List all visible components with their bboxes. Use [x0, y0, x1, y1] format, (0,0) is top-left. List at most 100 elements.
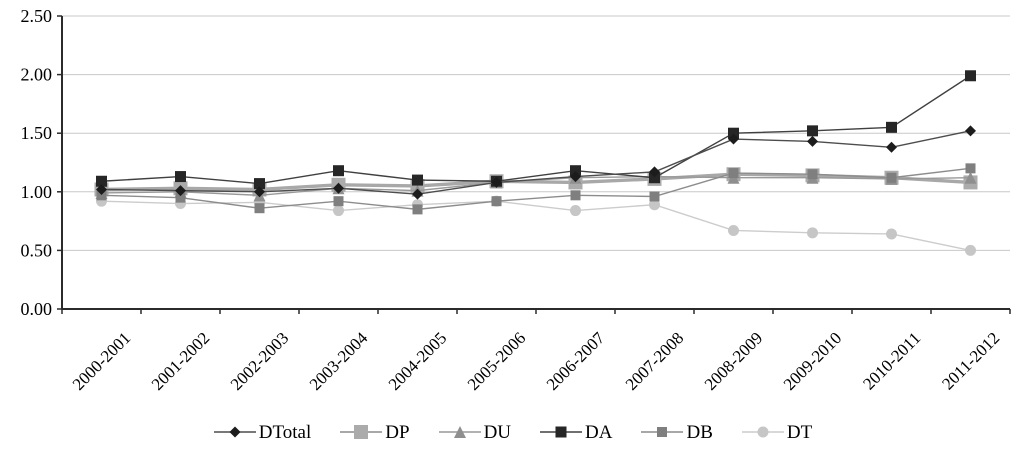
- series-marker-DA: [965, 70, 976, 82]
- series-marker-DTotal: [175, 185, 186, 197]
- x-tick-label: 2011-2012: [938, 328, 1003, 393]
- series-marker-DT: [886, 228, 897, 240]
- series-marker-DB: [254, 203, 265, 214]
- series-marker-DTotal: [254, 186, 265, 198]
- y-tick-label: 1.50: [21, 123, 53, 143]
- legend-key-circle-icon: [741, 426, 784, 438]
- series-marker-DA: [333, 165, 344, 177]
- legend-item-DB: DB: [639, 421, 713, 443]
- data-series: [94, 70, 978, 256]
- series-marker-DTotal: [570, 171, 581, 183]
- series-marker-DA: [96, 175, 107, 187]
- x-tick-label: 2007-2008: [622, 328, 688, 394]
- legend-label-DP: DP: [385, 421, 410, 443]
- legend-marker: [657, 427, 668, 437]
- series-line-DA: [101, 75, 971, 185]
- series-marker-DT: [728, 224, 739, 236]
- legend-marker: [555, 426, 567, 438]
- x-tick-label: 2000-2001: [69, 328, 135, 394]
- series-line-DT: [101, 200, 971, 252]
- series-DB: [96, 163, 976, 215]
- x-tick-label: 2001-2002: [148, 328, 214, 394]
- x-tick-label: 2008-2009: [701, 328, 767, 394]
- series-marker-DTotal: [728, 133, 739, 145]
- series-marker-DA: [728, 127, 739, 139]
- legend-label-DT: DT: [786, 421, 813, 443]
- series-marker-DB: [175, 192, 186, 203]
- legend-marker: [354, 425, 369, 439]
- x-tick-label: 2006-2007: [543, 328, 609, 394]
- y-tick-label: 2.00: [21, 65, 53, 85]
- series-marker-DB: [96, 190, 107, 201]
- chart-legend: DTotal DP DU DA DB DT: [0, 417, 1024, 447]
- legend-label-DA: DA: [585, 421, 613, 443]
- series-marker-DT: [570, 205, 581, 217]
- series-marker-DTotal: [965, 125, 976, 137]
- series-marker-DB: [491, 196, 502, 207]
- series-DA: [96, 70, 976, 190]
- legend-key-square-icon: [540, 426, 583, 438]
- legend-marker: [229, 426, 241, 438]
- legend-label-DTotal: DTotal: [258, 421, 312, 443]
- series-marker-DA: [807, 125, 818, 137]
- series-marker-DB: [412, 204, 423, 215]
- series-marker-DT: [333, 205, 344, 217]
- legend-key-diamond-icon: [213, 426, 256, 438]
- series-marker-DA: [175, 171, 186, 183]
- legend-item-DU: DU: [437, 423, 511, 442]
- series-marker-DA: [649, 172, 660, 184]
- legend-marker: [453, 426, 466, 438]
- series-marker-DA: [412, 174, 423, 186]
- legend-item-DP: DP: [338, 421, 410, 443]
- series-marker-DTotal: [333, 182, 344, 194]
- legend-item-DA: DA: [538, 423, 612, 442]
- gridlines: [62, 15, 1010, 251]
- series-marker-DB: [728, 168, 739, 179]
- y-tick-label: 0.00: [21, 299, 53, 319]
- x-tick-label: 2004-2005: [385, 328, 451, 394]
- legend-label-DU: DU: [483, 421, 512, 443]
- axes: [57, 15, 1011, 314]
- legend-marker: [757, 426, 769, 438]
- series-marker-DU: [964, 171, 977, 184]
- series-marker-DB: [965, 163, 976, 174]
- legend-key-square-icon: [641, 427, 684, 437]
- series-marker-DTotal: [412, 188, 423, 200]
- series-marker-DT: [807, 227, 818, 239]
- series-line-DP: [101, 172, 971, 192]
- series-marker-DTotal: [807, 135, 818, 147]
- series-marker-DA: [254, 178, 265, 190]
- series-line-DTotal: [101, 130, 971, 195]
- series-marker-DB: [886, 172, 897, 183]
- x-tick-label: 2005-2006: [464, 328, 530, 394]
- series-DTotal: [96, 125, 976, 200]
- y-tick-label: 1.00: [21, 182, 53, 202]
- x-tick-label: 2009-2010: [780, 328, 846, 394]
- series-marker-DB: [333, 196, 344, 207]
- series-marker-DTotal: [491, 176, 502, 188]
- y-tick-label: 0.50: [21, 240, 53, 260]
- legend-label-DB: DB: [686, 421, 713, 443]
- series-marker-DB: [807, 169, 818, 180]
- series-line-DB: [101, 167, 971, 211]
- series-DT: [96, 195, 976, 256]
- legend-item-DTotal: DTotal: [212, 421, 312, 443]
- series-marker-DT: [965, 244, 976, 256]
- series-marker-DT: [649, 199, 660, 211]
- y-tick-label: 2.50: [21, 6, 53, 26]
- legend-item-DT: DT: [740, 423, 812, 442]
- x-tick-label: 2010-2011: [859, 328, 924, 393]
- legend-key-square-icon: [340, 425, 383, 439]
- series-marker-DTotal: [886, 141, 897, 153]
- series-marker-DB: [649, 191, 660, 202]
- series-marker-DA: [570, 165, 581, 177]
- series-marker-DTotal: [649, 166, 660, 178]
- x-tick-label: 2003-2004: [306, 328, 372, 394]
- series-marker-DA: [886, 121, 897, 133]
- x-tick-label: 2002-2003: [227, 328, 293, 394]
- legend-key-triangle-icon: [438, 426, 481, 438]
- series-marker-DTotal: [96, 183, 107, 195]
- series-marker-DB: [570, 190, 581, 201]
